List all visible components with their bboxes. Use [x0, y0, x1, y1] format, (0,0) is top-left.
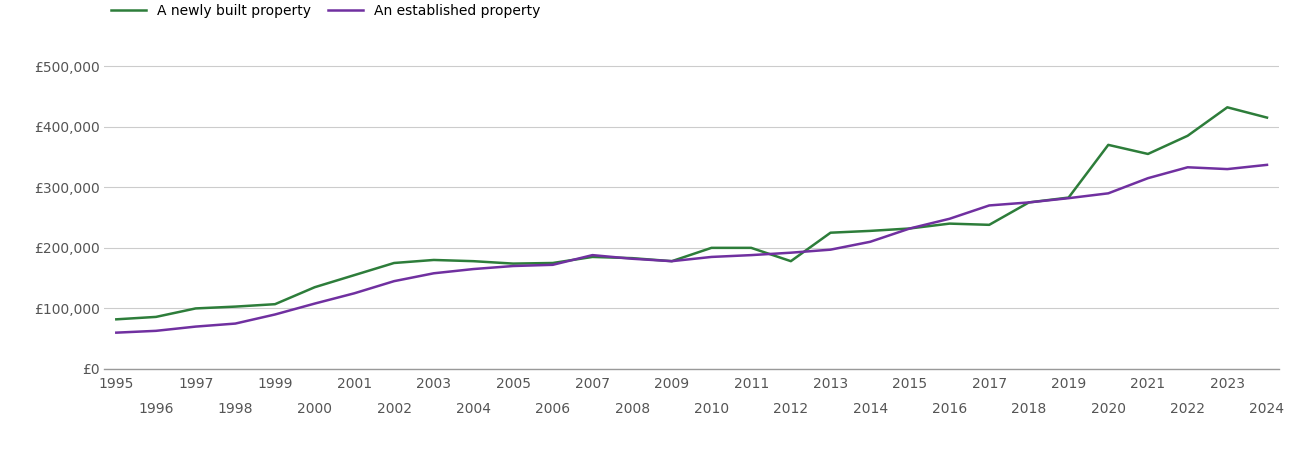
- A newly built property: [347, 272, 363, 278]
- Text: 2008: 2008: [615, 402, 650, 416]
- A newly built property: [227, 304, 243, 309]
- An established property: [1021, 200, 1036, 205]
- An established property: [227, 321, 243, 326]
- A newly built property: [822, 230, 838, 235]
- An established property: [545, 262, 561, 267]
- A newly built property: [386, 260, 402, 265]
- Text: 1998: 1998: [218, 402, 253, 416]
- An established property: [505, 263, 521, 269]
- A newly built property: [1100, 142, 1116, 148]
- Text: 2004: 2004: [455, 402, 491, 416]
- An established property: [1061, 195, 1077, 201]
- A newly built property: [1061, 195, 1077, 200]
- A newly built property: [703, 245, 719, 251]
- Text: 2000: 2000: [298, 402, 333, 416]
- An established property: [822, 247, 838, 252]
- A newly built property: [585, 254, 600, 260]
- An established property: [981, 203, 997, 208]
- An established property: [703, 254, 719, 260]
- Text: 2018: 2018: [1011, 402, 1047, 416]
- Line: A newly built property: A newly built property: [116, 107, 1267, 320]
- An established property: [902, 226, 917, 231]
- Text: 2024: 2024: [1249, 402, 1284, 416]
- An established property: [1100, 191, 1116, 196]
- Text: 2010: 2010: [694, 402, 729, 416]
- A newly built property: [307, 284, 322, 290]
- An established property: [1141, 176, 1156, 181]
- A newly built property: [425, 257, 441, 263]
- An established property: [466, 266, 482, 272]
- An established property: [863, 239, 878, 244]
- A newly built property: [108, 317, 124, 322]
- An established property: [268, 312, 283, 317]
- Text: 2002: 2002: [377, 402, 411, 416]
- A newly built property: [466, 258, 482, 264]
- A newly built property: [149, 314, 164, 319]
- An established property: [1259, 162, 1275, 167]
- Text: 2016: 2016: [932, 402, 967, 416]
- An established property: [1180, 165, 1195, 170]
- A newly built property: [863, 228, 878, 234]
- An established property: [942, 216, 958, 221]
- An established property: [386, 279, 402, 284]
- An established property: [108, 330, 124, 335]
- Text: 2014: 2014: [852, 402, 887, 416]
- A newly built property: [624, 256, 639, 261]
- A newly built property: [1180, 133, 1195, 139]
- A newly built property: [1021, 200, 1036, 205]
- A newly built property: [783, 258, 799, 264]
- An established property: [307, 301, 322, 306]
- An established property: [783, 250, 799, 256]
- An established property: [149, 328, 164, 333]
- An established property: [188, 324, 204, 329]
- Text: 2012: 2012: [774, 402, 808, 416]
- Line: An established property: An established property: [116, 165, 1267, 333]
- A newly built property: [268, 302, 283, 307]
- A newly built property: [505, 261, 521, 266]
- A newly built property: [902, 226, 917, 231]
- An established property: [347, 291, 363, 296]
- A newly built property: [981, 222, 997, 228]
- Text: 2022: 2022: [1171, 402, 1205, 416]
- A newly built property: [744, 245, 760, 251]
- A newly built property: [1141, 151, 1156, 157]
- An established property: [1219, 166, 1235, 172]
- An established property: [664, 258, 680, 264]
- An established property: [425, 270, 441, 276]
- A newly built property: [1259, 115, 1275, 120]
- A newly built property: [188, 306, 204, 311]
- Legend: A newly built property, An established property: A newly built property, An established p…: [111, 4, 540, 18]
- A newly built property: [545, 260, 561, 265]
- An established property: [744, 252, 760, 258]
- Text: 2020: 2020: [1091, 402, 1126, 416]
- A newly built property: [1219, 104, 1235, 110]
- Text: 2006: 2006: [535, 402, 570, 416]
- A newly built property: [664, 258, 680, 264]
- A newly built property: [942, 221, 958, 226]
- An established property: [585, 252, 600, 258]
- An established property: [624, 256, 639, 261]
- Text: 1996: 1996: [138, 402, 174, 416]
